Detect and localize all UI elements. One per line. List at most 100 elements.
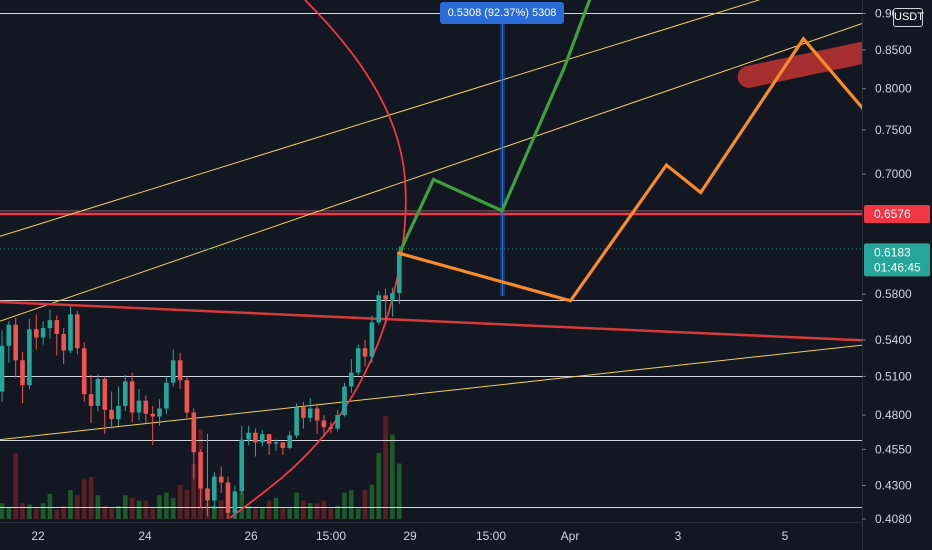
candle <box>102 378 108 410</box>
volume-bar <box>321 500 327 519</box>
volume-bar <box>40 503 46 519</box>
candle <box>116 405 121 420</box>
time-tick-label: 26 <box>244 529 258 543</box>
volume-bar <box>212 505 217 519</box>
measure-tool[interactable] <box>500 24 505 296</box>
candle <box>362 348 368 357</box>
candle <box>164 382 169 409</box>
candle <box>177 360 183 381</box>
measure-label: 0.5308 (92.37%) 5308 <box>440 2 564 24</box>
candle <box>328 427 334 429</box>
volume-bar <box>109 508 114 519</box>
candle <box>301 407 306 418</box>
volume-bar <box>260 507 265 519</box>
candle <box>40 328 46 338</box>
candle <box>266 434 272 444</box>
volume-bar <box>253 508 258 519</box>
volume-bar <box>143 500 149 519</box>
candle <box>232 491 238 513</box>
volume-bar <box>68 490 73 519</box>
volume-bar <box>177 484 183 519</box>
trend-lines <box>0 0 932 441</box>
candle <box>157 408 162 417</box>
volume-bar <box>246 505 251 519</box>
volume-bar <box>273 497 279 519</box>
volume-bar <box>34 508 39 519</box>
candle <box>218 476 224 483</box>
volume-bar <box>239 492 244 519</box>
volume-bar <box>376 453 381 519</box>
horizontal-levels <box>0 13 862 508</box>
candle <box>88 394 94 406</box>
price-axis[interactable]: 0.90000.85000.80000.75000.70000.58000.54… <box>862 0 932 550</box>
candle <box>253 432 258 443</box>
candle <box>61 334 66 351</box>
time-axis[interactable]: 22 24 26 15:00 29 15:00 Apr 3 5 <box>0 522 862 550</box>
time-tick-label: 15:00 <box>316 529 346 543</box>
volume-bar <box>280 508 286 519</box>
volume-bar <box>191 463 197 519</box>
volume-bar <box>170 497 176 519</box>
price-tick-label: 0.8000 <box>875 82 912 96</box>
candle <box>287 435 292 448</box>
candle <box>369 322 375 357</box>
candle <box>20 360 25 386</box>
price-tick-label: 0.4800 <box>875 408 912 422</box>
volume-bar <box>0 503 5 519</box>
time-tick-label: Apr <box>561 529 580 543</box>
price-tick-label: 0.4080 <box>875 512 912 526</box>
volume-bar <box>287 508 292 519</box>
candle <box>109 409 114 420</box>
candle <box>81 348 87 395</box>
price-tick-label: 0.8500 <box>875 43 912 57</box>
volume-bar <box>342 492 347 519</box>
candle <box>349 372 354 387</box>
candle <box>27 329 32 386</box>
candle <box>280 442 286 448</box>
candle <box>321 420 327 428</box>
trend-line <box>0 0 932 322</box>
candle <box>225 482 231 513</box>
candle <box>95 378 101 406</box>
candle <box>239 439 244 492</box>
volume-bar <box>27 504 32 519</box>
unit-badge[interactable]: USDT <box>893 8 924 27</box>
candle <box>184 380 190 413</box>
candle <box>54 320 60 334</box>
price-tick-label: 0.5800 <box>875 287 912 301</box>
volume-bar <box>47 493 53 519</box>
time-tick-label: 24 <box>138 529 152 543</box>
price-tick-label: 0.7000 <box>875 167 912 181</box>
candlesticks <box>0 246 402 519</box>
price-tick-label: 0.5400 <box>875 333 912 347</box>
candle <box>47 320 53 329</box>
volume-bar <box>362 490 368 519</box>
volume-bar <box>349 490 354 519</box>
candle <box>294 407 299 436</box>
volume-bar <box>301 500 306 519</box>
candle <box>13 324 18 361</box>
current-price-label: 0.6183 <box>874 245 911 259</box>
volume-bar <box>355 508 361 519</box>
candle <box>34 329 39 338</box>
volume-bar <box>20 503 25 519</box>
time-tick-label: 5 <box>782 529 789 543</box>
countdown-label: 01:46:45 <box>874 260 921 274</box>
candle <box>335 415 340 429</box>
trend-line <box>0 300 932 345</box>
trend-line <box>0 0 761 237</box>
volume-bar <box>88 476 94 519</box>
volume-bar <box>307 503 313 519</box>
candle <box>75 314 80 349</box>
volume-bar <box>164 492 169 519</box>
volume-bar <box>266 500 272 519</box>
candle <box>260 434 265 443</box>
volume-bar <box>13 453 18 519</box>
volume-bar <box>136 500 142 519</box>
volume-bar <box>218 500 224 519</box>
bullish-projection <box>397 0 592 255</box>
volume-bar <box>383 416 388 519</box>
volume-bar <box>61 505 66 519</box>
